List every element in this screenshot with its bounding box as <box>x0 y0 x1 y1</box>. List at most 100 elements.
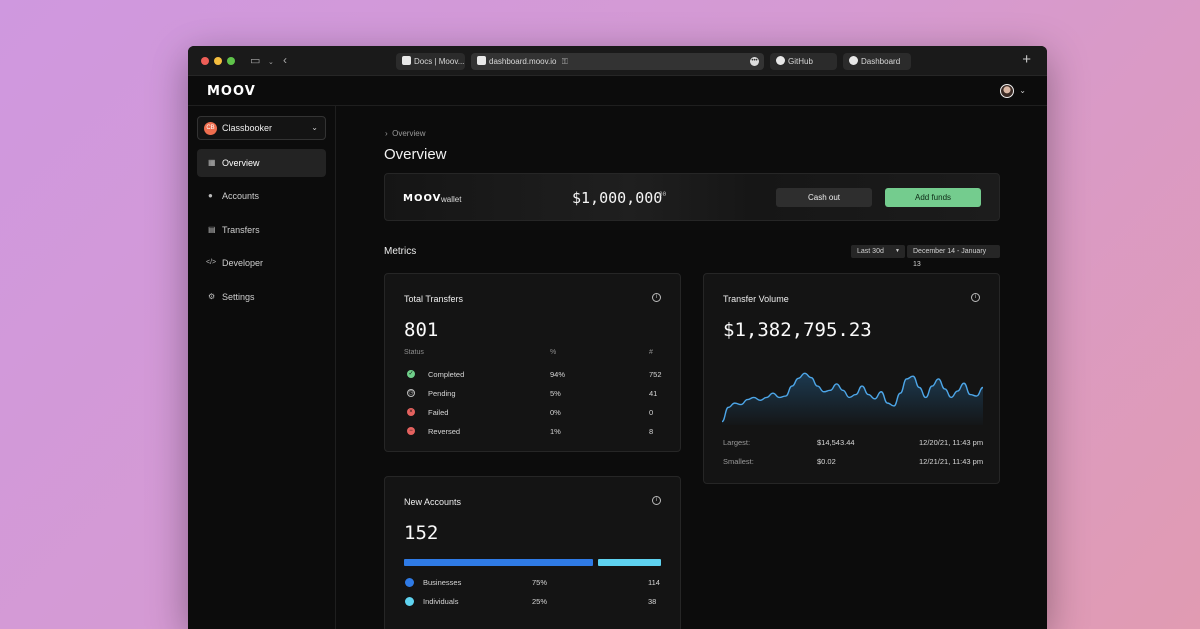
card-title: Transfer Volume <box>723 294 789 304</box>
tab-label: Dashboard <box>861 57 901 66</box>
tab-github[interactable]: GitHub <box>770 53 837 70</box>
wallet-label: wallet <box>441 195 462 204</box>
dashboard-favicon-icon <box>849 56 858 65</box>
minus-circle-icon: − <box>407 427 415 435</box>
chevron-down-icon: ⌄ <box>311 123 318 132</box>
account-type-count: 38 <box>648 597 657 606</box>
maximize-window-button[interactable] <box>227 57 235 65</box>
info-icon[interactable]: i <box>971 293 980 302</box>
document-icon: ▤ <box>208 225 216 234</box>
tab-docs[interactable]: Docs | Moov... <box>396 53 465 70</box>
account-type-count: 114 <box>648 578 660 587</box>
clock-icon: ◷ <box>407 389 415 397</box>
total-transfers-value: 801 <box>404 319 439 341</box>
largest-label: Largest: <box>723 438 751 447</box>
cash-out-button[interactable]: Cash out <box>776 188 872 207</box>
gear-icon: ⚙ <box>208 292 216 301</box>
plus-icon[interactable]: + <box>1022 51 1031 68</box>
url-text: dashboard.moov.io <box>489 57 557 66</box>
browser-toolbar: ▭ ⌄ ‹ Docs | Moov... dashboard.moov.io ⚿… <box>188 46 1047 76</box>
chevron-right-icon: › <box>385 129 388 138</box>
x-circle-icon: × <box>407 408 415 416</box>
column-header-percent: % <box>550 349 557 356</box>
status-label: Reversed <box>428 427 461 436</box>
total-transfers-card: Total Transfers i 801 Status % # ✓ Compl… <box>384 273 681 452</box>
github-favicon-icon <box>776 56 785 65</box>
check-circle-icon: ✓ <box>407 370 415 378</box>
account-type-label: Businesses <box>423 578 462 587</box>
card-title: New Accounts <box>404 497 462 507</box>
avatar[interactable] <box>1000 84 1014 98</box>
range-select-value: Last 30d <box>857 248 884 255</box>
user-icon: ● <box>208 191 213 200</box>
org-name: Classbooker <box>222 123 273 133</box>
sidebar-item-settings[interactable]: ⚙ Settings <box>197 283 326 311</box>
largest-value: $14,543.44 <box>817 438 855 447</box>
sidebar-item-label: Developer <box>222 258 264 268</box>
app-header: MOOV ⌄ <box>188 76 1047 106</box>
status-percent: 0% <box>550 408 561 417</box>
chevron-down-icon[interactable]: ⌄ <box>268 59 274 66</box>
sidebar-item-label: Settings <box>222 292 255 302</box>
browser-window: ▭ ⌄ ‹ Docs | Moov... dashboard.moov.io ⚿… <box>188 46 1047 629</box>
org-switcher[interactable]: CB Classbooker ⌄ <box>197 116 326 140</box>
transfer-volume-value: $1,382,795.23 <box>723 319 872 341</box>
status-label: Pending <box>428 389 456 398</box>
info-icon[interactable]: i <box>652 293 661 302</box>
back-icon[interactable]: ‹ <box>283 53 287 67</box>
transfer-volume-card: Transfer Volume i $1,382,795.23 Largest:… <box>703 273 1000 484</box>
page-title: Overview <box>384 146 447 163</box>
wallet-balance: $1,000,000 <box>572 189 663 207</box>
businesses-bar <box>404 559 593 566</box>
status-percent: 1% <box>550 427 561 436</box>
breadcrumb-item[interactable]: Overview <box>392 129 426 138</box>
date-range[interactable]: December 14 - January 13 <box>907 245 1000 268</box>
sidebar-item-transfers[interactable]: ▤ Transfers <box>197 216 326 244</box>
wallet-banner: MOOV wallet $1,000,000 00 Cash out Add f… <box>384 173 1000 221</box>
chart-area <box>722 373 983 425</box>
largest-date: 12/20/21, 11:43 pm <box>919 438 984 447</box>
individuals-bar <box>598 559 661 566</box>
sidebar-item-label: Overview <box>222 158 260 168</box>
sidebar-item-developer[interactable]: </> Developer <box>197 249 326 277</box>
status-percent: 94% <box>550 370 566 379</box>
range-select[interactable]: Last 30d ▼ <box>851 245 905 258</box>
caret-down-icon: ▼ <box>895 248 900 254</box>
close-window-button[interactable] <box>201 57 209 65</box>
moov-logo: MOOV <box>403 193 442 204</box>
add-funds-button[interactable]: Add funds <box>885 188 981 207</box>
minimize-window-button[interactable] <box>214 57 222 65</box>
column-header-status: Status <box>404 349 424 356</box>
sidebar-item-overview[interactable]: ▦ Overview <box>197 149 326 177</box>
main-content: › Overview Overview MOOV wallet $1,000,0… <box>337 106 1047 629</box>
moov-favicon-icon <box>477 56 486 65</box>
breadcrumb: › Overview <box>385 129 425 138</box>
sidebar-item-label: Transfers <box>222 225 260 235</box>
sidebar-item-label: Accounts <box>222 191 260 201</box>
status-label: Completed <box>428 370 465 379</box>
address-bar[interactable]: dashboard.moov.io ⚿ ••• <box>471 53 764 70</box>
smallest-date: 12/21/21, 11:43 pm <box>919 457 984 466</box>
businesses-swatch <box>405 578 414 587</box>
more-icon[interactable]: ••• <box>750 57 759 66</box>
moov-favicon-icon <box>402 56 411 65</box>
transfer-volume-chart <box>722 372 984 425</box>
org-avatar: CB <box>204 122 217 135</box>
status-label: Failed <box>428 408 449 417</box>
info-icon[interactable]: i <box>652 496 661 505</box>
account-type-percent: 75% <box>532 578 548 587</box>
status-count: 752 <box>649 370 662 379</box>
sidebar-toggle-icon[interactable]: ▭ <box>250 55 261 67</box>
new-accounts-card: New Accounts i 152 Businesses 75% 114 In… <box>384 476 681 629</box>
status-count: 0 <box>649 408 654 417</box>
status-count: 8 <box>649 427 654 436</box>
card-title: Total Transfers <box>404 294 464 304</box>
chevron-down-icon[interactable]: ⌄ <box>1019 86 1026 95</box>
wallet-balance-cents: 00 <box>659 191 667 198</box>
metrics-heading: Metrics <box>384 246 417 257</box>
dashboard-icon: ▦ <box>208 158 216 167</box>
tab-label: GitHub <box>788 57 813 66</box>
sidebar-item-accounts[interactable]: ● Accounts <box>197 182 326 210</box>
code-icon: </> <box>206 259 217 266</box>
tab-dashboard[interactable]: Dashboard <box>843 53 911 70</box>
